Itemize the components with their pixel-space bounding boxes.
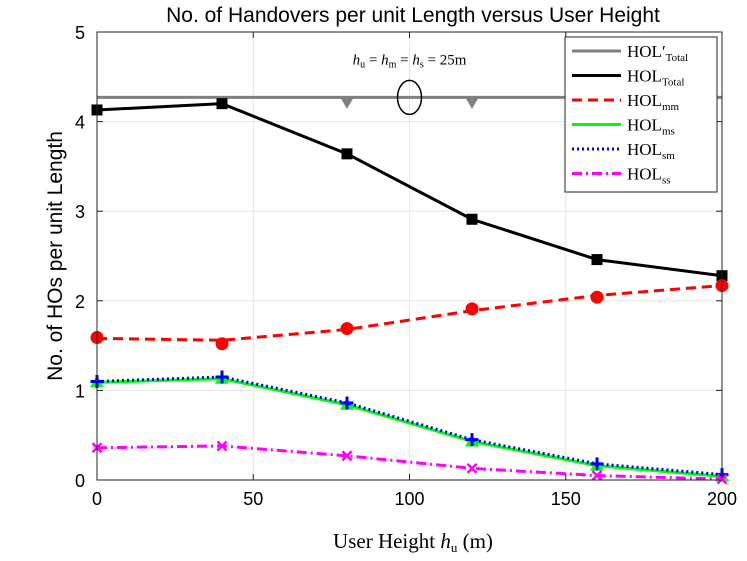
data-point-hol_ss — [591, 470, 603, 481]
y-tick-label: 4 — [75, 113, 85, 133]
annotation: hu = hm = hs = 25m — [353, 53, 467, 116]
x-axis-label-text: User Height — [333, 529, 435, 553]
y-tick-label: 5 — [75, 23, 85, 43]
x-tick-label: 0 — [92, 489, 102, 509]
data-point-hol_sm — [465, 433, 479, 447]
data-point-hol_total — [466, 213, 478, 225]
series-line-hol_total — [96, 102, 723, 278]
x-tick-label: 50 — [243, 489, 263, 509]
y-tick-label: 2 — [75, 292, 85, 312]
x-axis-label: User Height hu (m) — [333, 529, 493, 555]
data-point-hol_sm — [590, 457, 604, 471]
legend-label-hol_ss: HOLss — [627, 165, 671, 187]
x-axis-label-unit: (m) — [463, 529, 493, 553]
data-point-hol_sm — [215, 370, 229, 384]
legend-label-hol_mm: HOLmm — [627, 91, 680, 113]
annotation-text: hu = hm = hs = 25m — [353, 53, 467, 71]
annotation-ellipse — [396, 79, 423, 116]
data-point-hol_total_prime — [465, 96, 479, 109]
data-point-hol_sm — [340, 396, 354, 410]
x-axis-label-subscript: u — [451, 540, 458, 555]
chart-title: No. of Handovers per unit Length versus … — [166, 4, 660, 27]
series-line-hol_ms — [96, 377, 723, 478]
x-tick-label: 150 — [551, 489, 581, 509]
data-point-hol_ss — [341, 450, 353, 462]
legend-label-hol_ms: HOLms — [627, 116, 675, 138]
data-point-hol_total — [341, 148, 353, 160]
data-point-hol_total_prime — [340, 96, 354, 109]
legend-box — [564, 36, 718, 193]
y-axis-label: No. of HOs per unit Length — [44, 131, 67, 381]
y-tick-label: 3 — [75, 202, 85, 222]
data-point-hol_ss — [216, 440, 228, 452]
legend-label-hol_total_prime: HOL′Total — [627, 42, 688, 64]
data-point-hol_total — [591, 254, 603, 266]
series-line-hol_ss — [96, 444, 723, 481]
x-tick-label: 100 — [394, 489, 424, 509]
data-point-hol_mm — [215, 337, 229, 351]
y-tick-label: 0 — [75, 471, 85, 491]
x-axis-label-symbol: h — [440, 529, 451, 553]
x-tick-label: 200 — [707, 489, 737, 509]
legend-label-hol_total: HOLTotal — [627, 67, 684, 89]
series-line-hol_sm — [96, 375, 723, 477]
y-tick-label: 1 — [75, 381, 85, 401]
axis-ticks: 0 50 100 150 200 0 1 2 3 4 5 — [75, 23, 737, 509]
data-point-hol_mm — [340, 322, 354, 336]
series-hol_ss — [91, 440, 728, 485]
legend-label-hol_sm: HOLsm — [627, 140, 675, 162]
data-point-hol_mm — [465, 302, 479, 316]
data-point-hol_total — [216, 98, 228, 110]
series-line-hol_mm — [96, 284, 723, 342]
data-point-hol_mm — [590, 290, 604, 304]
data-point-hol_ss — [466, 462, 478, 474]
